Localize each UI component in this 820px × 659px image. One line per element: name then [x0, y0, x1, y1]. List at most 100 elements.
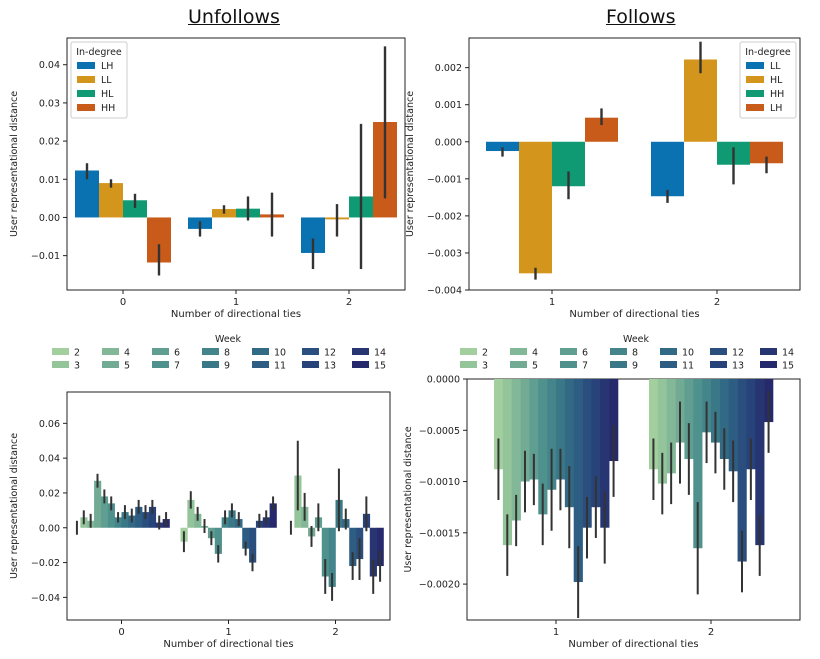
legend-swatch-week-15	[760, 361, 777, 368]
y-tick-label: −0.001	[427, 174, 462, 185]
bar-week-12-0	[142, 512, 150, 528]
follows-header: Follows	[606, 6, 676, 28]
x-tick-label: 2	[708, 627, 714, 638]
bar-week-12-1	[582, 379, 592, 528]
legend-swatch-week-14	[760, 348, 777, 355]
legend-swatch-week-10	[252, 348, 269, 355]
legend-label-HL: HL	[101, 89, 114, 100]
legend-label-week-4: 4	[124, 348, 130, 359]
bar-week-13-2	[746, 379, 756, 470]
bar-week-11-2	[349, 527, 357, 567]
legend-label-LL: LL	[770, 61, 781, 72]
legend-swatch-week-8	[202, 348, 219, 355]
y-tick-label: 0.01	[39, 175, 60, 186]
y-tick-label: 0.001	[435, 100, 462, 111]
bar-week-14-1	[600, 379, 610, 528]
legend-label-week-13: 13	[732, 361, 744, 372]
legend-swatch-HH	[746, 90, 764, 97]
x-tick-label: 1	[553, 627, 559, 638]
bar-week-15-1	[269, 503, 277, 528]
bar-week-9-0	[121, 512, 129, 528]
legend-swatch-week-12	[302, 348, 319, 355]
bar-week-4-1	[511, 379, 521, 521]
legend-swatch-week-11	[660, 361, 677, 368]
legend-swatch-HL	[77, 90, 95, 97]
y-tick-label: 0.02	[39, 137, 60, 148]
bar-week-9-1	[556, 379, 566, 480]
legend-swatch-week-3	[460, 361, 477, 368]
x-tick-label: 2	[714, 297, 720, 308]
y-tick-label: −0.0015	[419, 528, 460, 539]
bar-week-5-1	[520, 379, 530, 482]
legend-label-week-9: 9	[224, 361, 230, 372]
bar-week-6-1	[529, 379, 539, 480]
bar-LL-1	[486, 141, 519, 152]
legend-box	[70, 41, 128, 119]
x-axis-label: Number of directional ties	[569, 309, 699, 320]
y-tick-label: −0.004	[427, 286, 462, 297]
y-tick-label: 0.03	[39, 98, 60, 109]
legend-label-week-8: 8	[224, 348, 230, 359]
x-tick-label: 0	[118, 627, 124, 638]
legend-label-week-7: 7	[582, 361, 588, 372]
legend-label-week-3: 3	[482, 361, 488, 372]
plot-frame	[468, 37, 801, 291]
legend-label-LH: LH	[101, 61, 113, 72]
x-tick-label: 2	[346, 297, 352, 308]
bar-LL-2	[651, 141, 684, 197]
bar-HL-1	[519, 141, 552, 274]
legend-label-week-9: 9	[632, 361, 638, 372]
y-tick-label: 0.00	[39, 213, 60, 224]
legend-swatch-week-4	[510, 348, 527, 355]
legend-label-HL: HL	[770, 75, 783, 86]
bar-week-6-2	[684, 379, 694, 459]
y-tick-label: −0.0005	[419, 426, 460, 437]
bar-week-13-0	[148, 506, 157, 528]
chart-panel-unfollows-indegree: −0.01 0.00 0.01 0.02 0.03 0.04 0 1 2 Number of di…	[9, 37, 406, 320]
x-axis-label: Number of directional ties	[163, 639, 293, 650]
x-tick-label: 1	[225, 627, 231, 638]
plot-frame	[466, 378, 801, 621]
x-tick-label: 0	[120, 297, 126, 308]
legend-label-week-6: 6	[582, 348, 588, 359]
legend-swatch-week-4	[102, 348, 119, 355]
bar-week-3-1	[187, 499, 195, 528]
bar-week-11-1	[573, 379, 583, 583]
legend-swatch-LH	[77, 62, 95, 69]
y-tick-label: 0.04	[39, 454, 60, 465]
y-tick-label: −0.003	[427, 248, 462, 259]
legend-swatch-week-10	[660, 348, 677, 355]
bar-week-15-2	[376, 527, 384, 567]
legend-swatch-HH	[77, 104, 95, 111]
legend-swatch-week-15	[352, 361, 369, 368]
legend-label-week-15: 15	[374, 361, 386, 372]
legend-label-week-10: 10	[682, 348, 694, 359]
legend-label-week-14: 14	[374, 348, 386, 359]
legend-swatch-LH	[746, 104, 764, 111]
y-tick-label: −0.01	[31, 251, 60, 262]
legend-label-week-11: 11	[274, 361, 286, 372]
y-tick-label: 0.000	[435, 137, 462, 148]
legend-swatch-week-12	[710, 348, 727, 355]
bar-week-15-1	[609, 379, 619, 462]
legend: In-degree LL HL HH LH	[739, 41, 797, 119]
x-tick-label: 1	[549, 297, 555, 308]
bar-week-12-2	[737, 379, 747, 562]
legend-swatch-week-14	[352, 348, 369, 355]
legend-label-week-2: 2	[74, 348, 80, 359]
x-axis-label: Number of directional ties	[171, 309, 301, 320]
legend-label-week-2: 2	[482, 348, 488, 359]
y-tick-label: −0.002	[427, 211, 462, 222]
bar-week-7-1	[538, 379, 548, 515]
y-axis-label: User representational distance	[405, 91, 416, 237]
x-axis-label: Number of directional ties	[568, 639, 698, 650]
bar-week-8-1	[547, 379, 557, 490]
y-tick-label: −0.02	[31, 558, 60, 569]
legend-swatch-LL	[746, 62, 764, 69]
legend-label-week-3: 3	[74, 361, 80, 372]
legend-label-week-14: 14	[782, 348, 794, 359]
bar-week-9-1	[228, 510, 236, 528]
legend-swatch-week-7	[560, 361, 577, 368]
y-tick-label: 0.06	[39, 419, 60, 430]
